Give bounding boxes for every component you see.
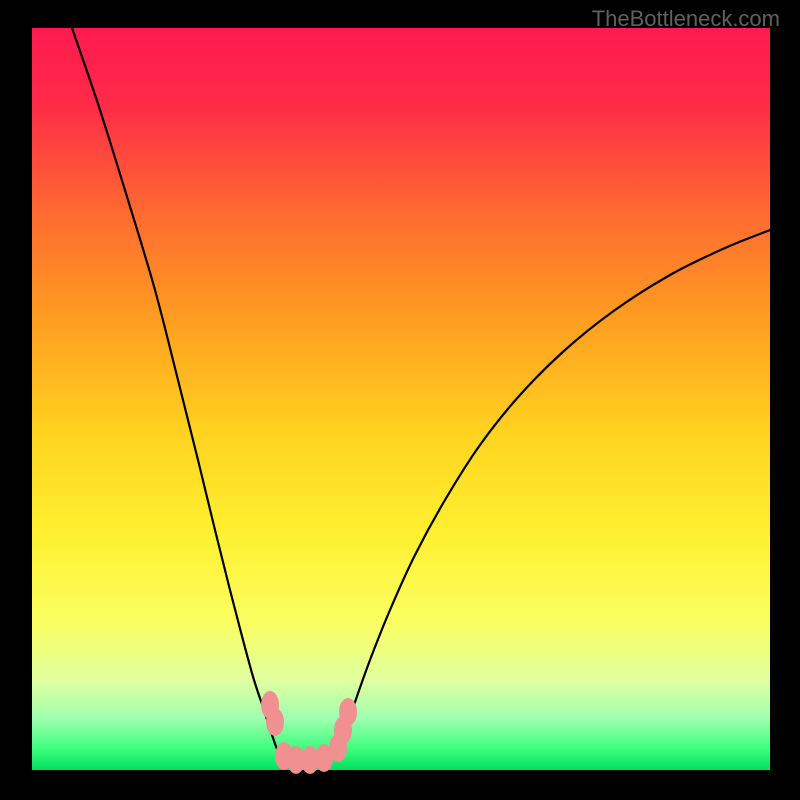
curve-marker bbox=[339, 698, 357, 726]
bottleneck-curve bbox=[72, 28, 770, 762]
curve-svg bbox=[0, 0, 800, 800]
curve-marker bbox=[266, 708, 284, 736]
plot-area bbox=[32, 28, 770, 770]
watermark-text: TheBottleneck.com bbox=[592, 6, 780, 32]
